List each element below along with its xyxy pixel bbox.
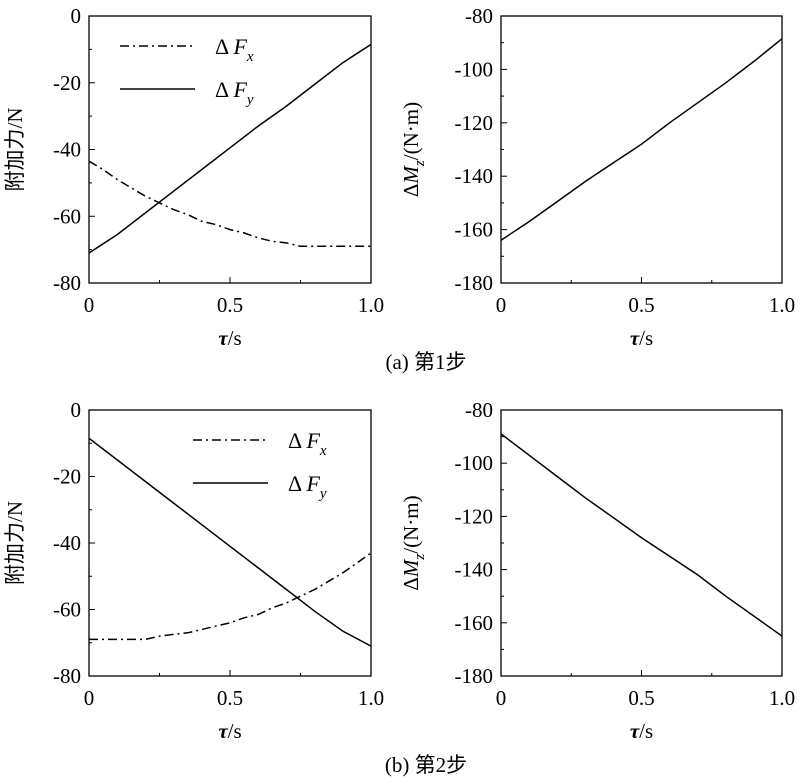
y-tick-label: -80 — [53, 271, 81, 295]
x-tick-label: 1.0 — [358, 293, 384, 317]
x-axis-title: τ/s — [218, 719, 241, 743]
series-delta-fx-line — [89, 552, 372, 641]
caption-a: (a) 第1步 — [385, 350, 466, 374]
x-tick-label: 1.0 — [769, 293, 795, 317]
chart-panel-a-left: 0 0.5 1.0 0 -20 -40 -60 -80 τ/s 附加力/N Δ Fx Δ Fy — [3, 4, 384, 350]
y-tick-label: -20 — [53, 71, 81, 95]
x-tick-label: 0.5 — [628, 293, 654, 317]
y-tick-label: -60 — [53, 598, 81, 622]
series-delta-mz-line — [500, 433, 783, 637]
y-tick-label: -100 — [455, 57, 494, 81]
y-axis-title: 附加力/N — [3, 501, 27, 585]
y-axis-title: 附加力/N — [3, 108, 27, 192]
legend-label-fx: Δ Fx — [215, 34, 254, 65]
caption-b: (b) 第2步 — [385, 753, 467, 777]
y-tick-label: -20 — [53, 465, 81, 489]
x-tick-label: 0 — [84, 293, 95, 317]
y-tick-label: -120 — [455, 504, 494, 528]
y-tick-label: -140 — [455, 558, 494, 582]
x-tick-label: 0.5 — [217, 686, 243, 710]
y-tick-label: -160 — [455, 218, 494, 242]
chart-panel-b-left: 0 0.5 1.0 0 -20 -40 -60 -80 τ/s 附加力/N Δ Fx Δ Fy — [3, 398, 384, 743]
x-tick-label: 0.5 — [628, 686, 654, 710]
legend-label-fy: Δ Fy — [215, 77, 254, 108]
y-tick-label: -60 — [53, 204, 81, 228]
y-tick-label: -40 — [53, 531, 81, 555]
y-tick-label: -140 — [455, 164, 494, 188]
y-axis-title: ΔMz/(N·m) — [399, 102, 428, 197]
x-tick-label: 1.0 — [769, 686, 795, 710]
series-delta-fy-line — [88, 437, 372, 647]
x-axis-title: τ/s — [630, 326, 653, 350]
x-tick-label: 0 — [84, 686, 95, 710]
plot-frame — [500, 15, 783, 284]
series-delta-fx-line — [88, 160, 371, 248]
y-tick-label: -160 — [455, 611, 494, 635]
y-tick-label: -180 — [455, 271, 494, 295]
y-axis-title: ΔMz/(N·m) — [399, 495, 428, 590]
y-tick-label: -120 — [455, 111, 494, 135]
series-delta-fy-line — [88, 43, 372, 254]
x-tick-label: 1.0 — [358, 686, 384, 710]
legend: Δ Fx Δ Fy — [120, 34, 254, 108]
plot-frame — [88, 409, 372, 677]
x-tick-label: 0.5 — [217, 293, 243, 317]
y-tick-label: -180 — [455, 664, 494, 688]
x-axis-title: τ/s — [630, 719, 653, 743]
legend-label-fx: Δ Fx — [288, 428, 327, 459]
y-tick-label: -80 — [465, 398, 493, 422]
plot-frame — [500, 409, 783, 677]
legend-label-fy: Δ Fy — [288, 471, 327, 502]
legend: Δ Fx Δ Fy — [193, 428, 327, 502]
x-axis-title: τ/s — [218, 326, 241, 350]
x-tick-label: 0 — [496, 293, 507, 317]
y-tick-label: 0 — [71, 4, 82, 28]
y-tick-label: -100 — [455, 451, 494, 475]
chart-panel-a-right: 0 0.5 1.0 -80 -100 -120 -140 -160 -180 τ/s ΔMz/(N·… — [399, 4, 795, 350]
x-tick-label: 0 — [496, 686, 507, 710]
y-tick-label: 0 — [71, 398, 82, 422]
y-tick-label: -80 — [465, 4, 493, 28]
chart-panel-b-right: 0 0.5 1.0 -80 -100 -120 -140 -160 -180 τ/s ΔMz/(N·… — [399, 398, 795, 743]
y-tick-label: -80 — [53, 664, 81, 688]
series-delta-mz-line — [500, 38, 783, 241]
y-tick-label: -40 — [53, 138, 81, 162]
